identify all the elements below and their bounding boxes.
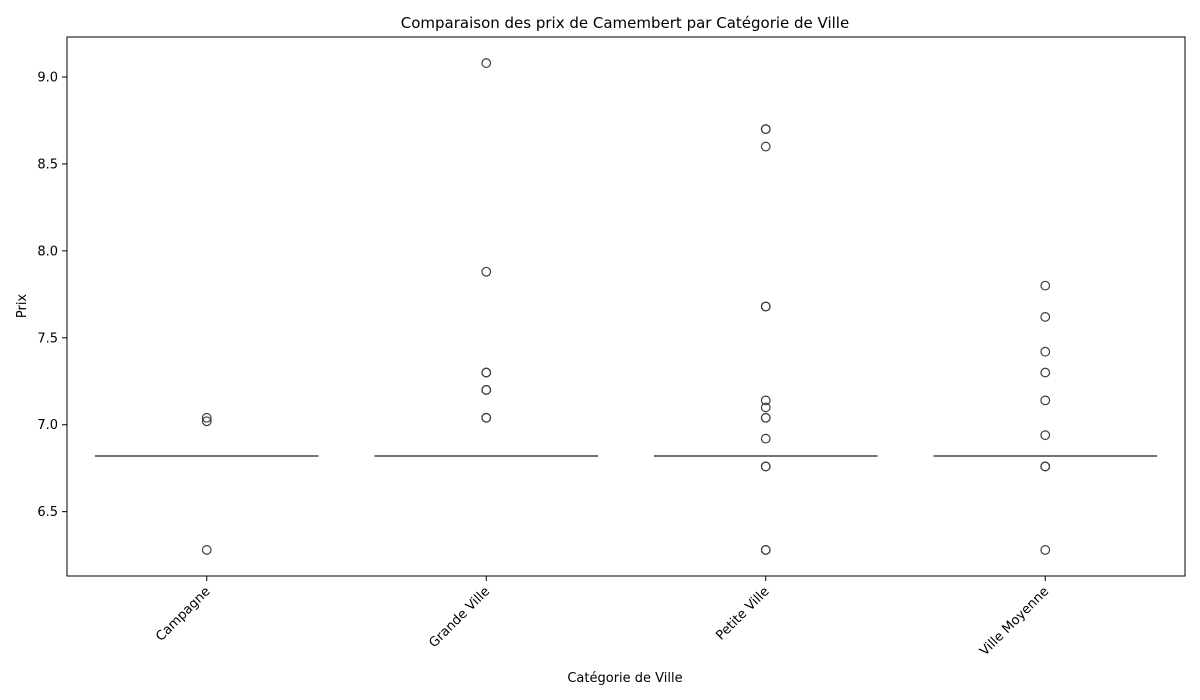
axes-frame [66,36,1186,577]
outlier-point [760,124,771,135]
plot-area [94,58,1158,555]
outlier-point [760,412,771,423]
x-axis-label: Catégorie de Ville [567,671,682,686]
outlier-point [481,412,492,423]
outlier-point [1040,346,1051,357]
y-tick-label: 9.0 [37,70,58,85]
outlier-point [1040,545,1051,555]
outlier-point [1040,280,1051,291]
outlier-point [1040,367,1051,378]
outlier-point [481,367,492,378]
box-group [94,412,319,555]
y-tick-label: 7.0 [37,418,58,433]
outlier-point [201,545,212,555]
box-group [933,280,1158,555]
outlier-point [760,402,771,413]
box-group [374,58,599,457]
outlier-point [760,433,771,444]
y-tick-label: 8.0 [37,244,58,259]
outlier-point [1040,461,1051,472]
chart-title: Comparaison des prix de Camembert par Ca… [401,14,849,32]
outlier-point [481,385,492,395]
outlier-point [1040,312,1051,322]
outlier-point [201,412,212,423]
outlier-point [481,266,492,277]
outlier-point [1040,430,1051,441]
y-tick-label: 6.5 [37,505,58,520]
outlier-point [760,395,771,406]
x-axis: Campagne Grande Ville Petite Ville Ville Mo… [153,576,1052,659]
x-tick-label: Grande Ville [426,584,493,651]
outlier-point [760,461,771,472]
outlier-point [760,545,771,555]
y-axis-label: Prix [15,294,30,319]
y-tick-label: 7.5 [37,331,58,346]
y-tick-label: 8.5 [37,157,58,172]
outlier-point [201,416,212,427]
y-axis: 6.5 7.0 7.5 8.0 8.5 9.0 [37,70,67,520]
box-group [653,124,878,555]
outlier-point [760,301,771,312]
x-tick-label: Campagne [153,584,213,644]
outlier-point [1040,395,1051,406]
outlier-point [481,58,492,68]
x-tick-label: Petite Ville [713,584,772,643]
x-tick-label: Ville Moyenne [977,584,1052,659]
outlier-point [760,141,771,152]
